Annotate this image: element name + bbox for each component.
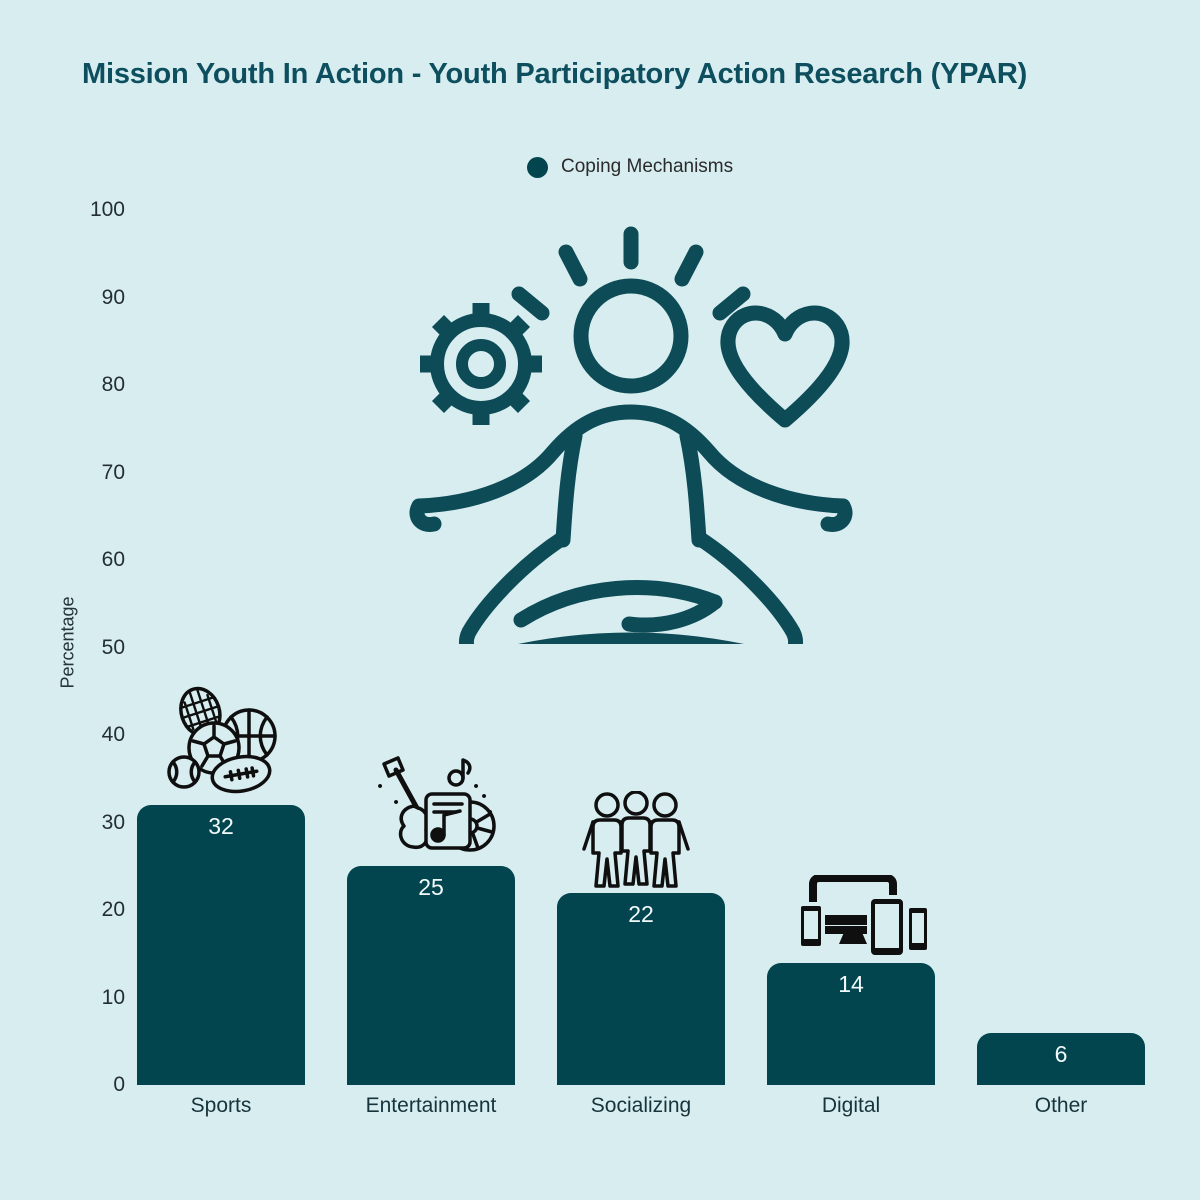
- legend-marker-dot: [527, 156, 548, 178]
- music-guitar-disc-icon: [378, 756, 496, 852]
- y-tick-50: 50: [101, 635, 125, 659]
- bar-socializing: 22: [557, 892, 725, 1085]
- y-tick-10: 10: [101, 985, 125, 1009]
- y-tick-60: 60: [101, 548, 125, 571]
- bar-value-digital: 14: [838, 970, 864, 997]
- x-label-other: Other: [1034, 1094, 1088, 1117]
- bar-entertainment: 25: [347, 866, 515, 1085]
- x-label-digital: Digital: [821, 1094, 881, 1117]
- x-label-entertainment: Entertainment: [365, 1094, 497, 1117]
- responsive-devices-icon: [797, 875, 931, 959]
- y-tick-20: 20: [101, 898, 125, 921]
- three-friends-icon: [582, 791, 690, 888]
- bar-other: 6: [977, 1032, 1145, 1085]
- y-tick-80: 80: [101, 373, 125, 396]
- legend: Coping Mechanisms: [527, 156, 733, 178]
- x-label-socializing: Socializing: [590, 1094, 692, 1117]
- chart-title: Mission Youth In Action - Youth Particip…: [82, 58, 1028, 90]
- bar-digital: 14: [767, 962, 935, 1085]
- bar-value-socializing: 22: [628, 900, 654, 927]
- y-tick-30: 30: [101, 810, 125, 834]
- bar-sports: 32: [137, 805, 305, 1085]
- y-tick-90: 90: [101, 285, 125, 309]
- bar-value-entertainment: 25: [418, 874, 444, 901]
- sports-balls-icon: [167, 686, 277, 794]
- y-tick-70: 70: [101, 460, 125, 484]
- y-tick-0: 0: [113, 1073, 125, 1096]
- meditation-gear-heart-icon: [409, 226, 853, 644]
- legend-label: Coping Mechanisms: [561, 156, 734, 177]
- y-tick-40: 40: [101, 723, 125, 746]
- x-label-sports: Sports: [190, 1094, 252, 1117]
- y-tick-100: 100: [89, 198, 125, 221]
- bar-value-sports: 32: [208, 813, 234, 839]
- bar-value-other: 6: [1054, 1040, 1068, 1067]
